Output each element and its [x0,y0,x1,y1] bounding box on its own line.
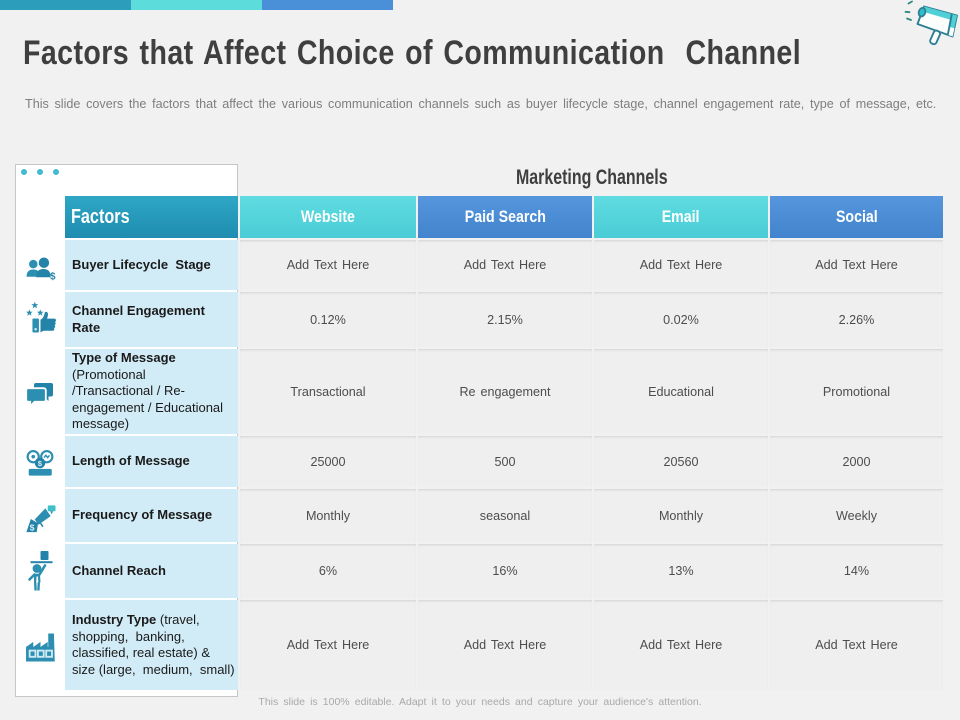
svg-text:$: $ [38,459,43,468]
svg-text:$: $ [30,523,35,533]
svg-text:$: $ [50,272,56,283]
